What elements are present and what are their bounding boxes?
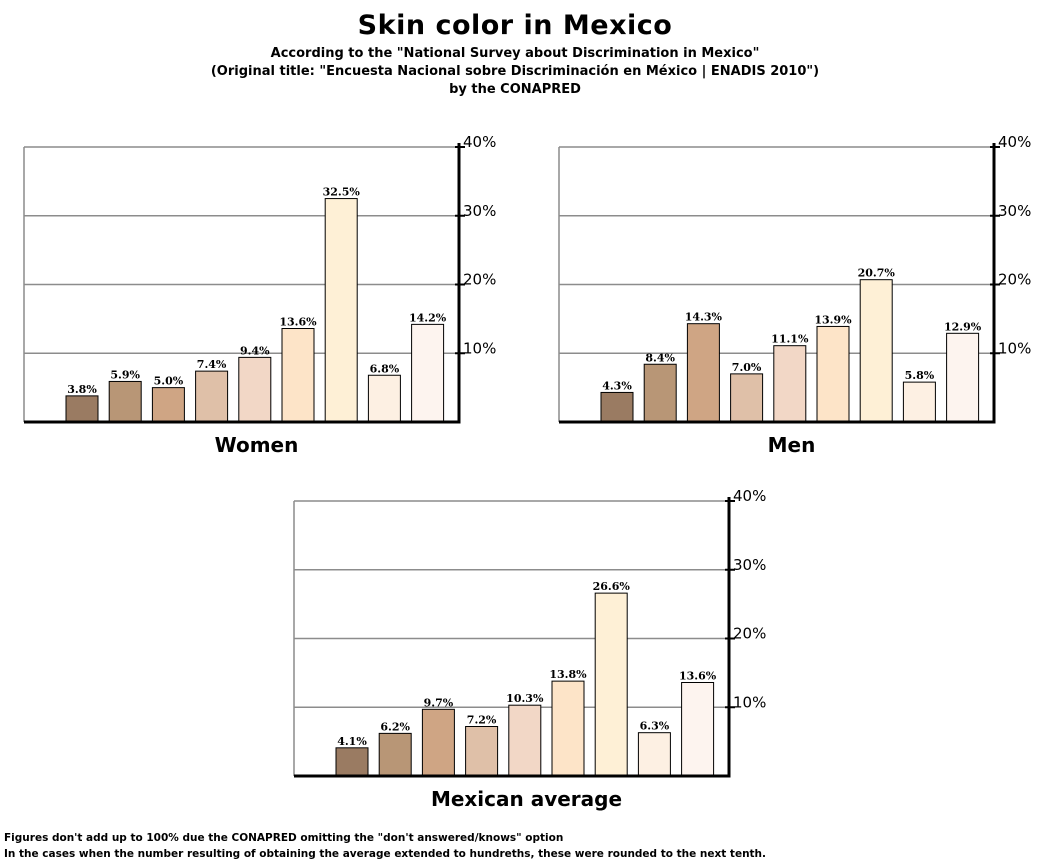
bar: [600, 391, 634, 423]
bar-value-label: 9.7%: [424, 696, 454, 709]
bar-value-label: 13.6%: [679, 670, 717, 683]
bar: [730, 373, 764, 423]
bar-value-label: 8.4%: [645, 351, 675, 364]
bar: [637, 732, 671, 777]
bar-value-label: 4.1%: [337, 735, 367, 748]
bar-value-label: 32.5%: [323, 186, 361, 199]
subtitle-source: by the CONAPRED: [449, 82, 581, 97]
bar: [594, 592, 628, 777]
bar: [65, 395, 99, 423]
chart-women: 3.8% 5.9% 5.0% 7.4% 9.4% 13.6% 32.5% 6.8% 14.2% 1…: [23, 133, 496, 457]
bar-value-label: 7.2%: [467, 714, 497, 727]
bar-value-label: 5.9%: [110, 368, 140, 381]
bar: [816, 325, 850, 423]
bar-value-label: 11.1%: [771, 333, 809, 346]
bar-value-label: 3.8%: [67, 383, 97, 396]
bar-value-label: 7.0%: [732, 361, 762, 374]
y-tick-label: 10%: [733, 693, 766, 711]
bar-value-label: 6.3%: [640, 720, 670, 733]
bar: [378, 732, 412, 777]
panel-title: Mexican average: [431, 787, 622, 811]
footnote-rounding: In the cases when the number resulting o…: [4, 848, 767, 860]
y-tick-label: 40%: [463, 133, 496, 151]
bar-value-label: 20.7%: [858, 267, 896, 280]
bar: [324, 198, 358, 423]
chart-title: Skin color in Mexico: [357, 10, 673, 41]
chart-men: 4.3% 8.4% 14.3% 7.0% 11.1% 13.9% 20.7% 5.8% 12.9…: [558, 133, 1031, 457]
chart-mexican-average: 4.1% 6.2% 9.7% 7.2% 10.3% 13.8% 26.6% 6.3% 13.6%…: [293, 487, 766, 811]
y-tick-label: 20%: [733, 625, 766, 643]
bar-value-label: 5.8%: [905, 369, 935, 382]
footnote-totals: Figures don't add up to 100% due the CON…: [4, 832, 564, 844]
bar: [902, 381, 936, 423]
y-tick-label: 10%: [463, 339, 496, 357]
y-tick-label: 30%: [463, 202, 496, 220]
panel-title: Men: [768, 433, 816, 457]
bar: [367, 374, 401, 423]
bar-value-label: 6.8%: [370, 362, 400, 375]
y-tick-label: 10%: [998, 339, 1031, 357]
bar: [238, 356, 272, 423]
bar-value-label: 5.0%: [154, 375, 184, 388]
bar: [195, 370, 229, 423]
bar: [681, 682, 715, 777]
bar-value-label: 4.3%: [602, 379, 632, 392]
bar: [421, 708, 455, 777]
y-tick-label: 20%: [463, 271, 496, 289]
y-tick-label: 30%: [733, 556, 766, 574]
bar: [773, 345, 807, 423]
bar-value-label: 13.9%: [814, 313, 852, 326]
y-tick-label: 30%: [998, 202, 1031, 220]
bar-value-label: 14.2%: [409, 311, 447, 324]
bar-value-label: 26.6%: [593, 580, 631, 593]
bar: [686, 323, 720, 423]
bar: [465, 726, 499, 777]
bar: [335, 747, 369, 777]
bar-value-label: 10.3%: [506, 692, 544, 705]
bar-value-label: 7.4%: [197, 358, 227, 371]
bar: [859, 279, 893, 423]
bar-value-label: 12.9%: [944, 320, 982, 333]
bar: [508, 704, 542, 777]
bar-value-label: 14.3%: [685, 311, 723, 324]
bar-value-label: 6.2%: [380, 720, 410, 733]
y-tick-label: 40%: [733, 487, 766, 505]
bar: [281, 328, 315, 423]
bar: [411, 323, 445, 423]
bar: [551, 680, 585, 777]
subtitle-original-title: (Original title: "Encuesta Nacional sobr…: [210, 64, 820, 79]
bar-value-label: 13.8%: [549, 668, 587, 681]
bar: [151, 387, 185, 423]
bar: [643, 363, 677, 423]
bar-value-label: 13.6%: [279, 316, 317, 329]
subtitle-survey: According to the "National Survey about …: [270, 46, 760, 61]
y-tick-label: 40%: [998, 133, 1031, 151]
bar: [108, 380, 142, 423]
bar: [946, 332, 980, 423]
y-tick-label: 20%: [998, 271, 1031, 289]
panel-title: Women: [215, 433, 299, 457]
bar-value-label: 9.4%: [240, 344, 270, 357]
